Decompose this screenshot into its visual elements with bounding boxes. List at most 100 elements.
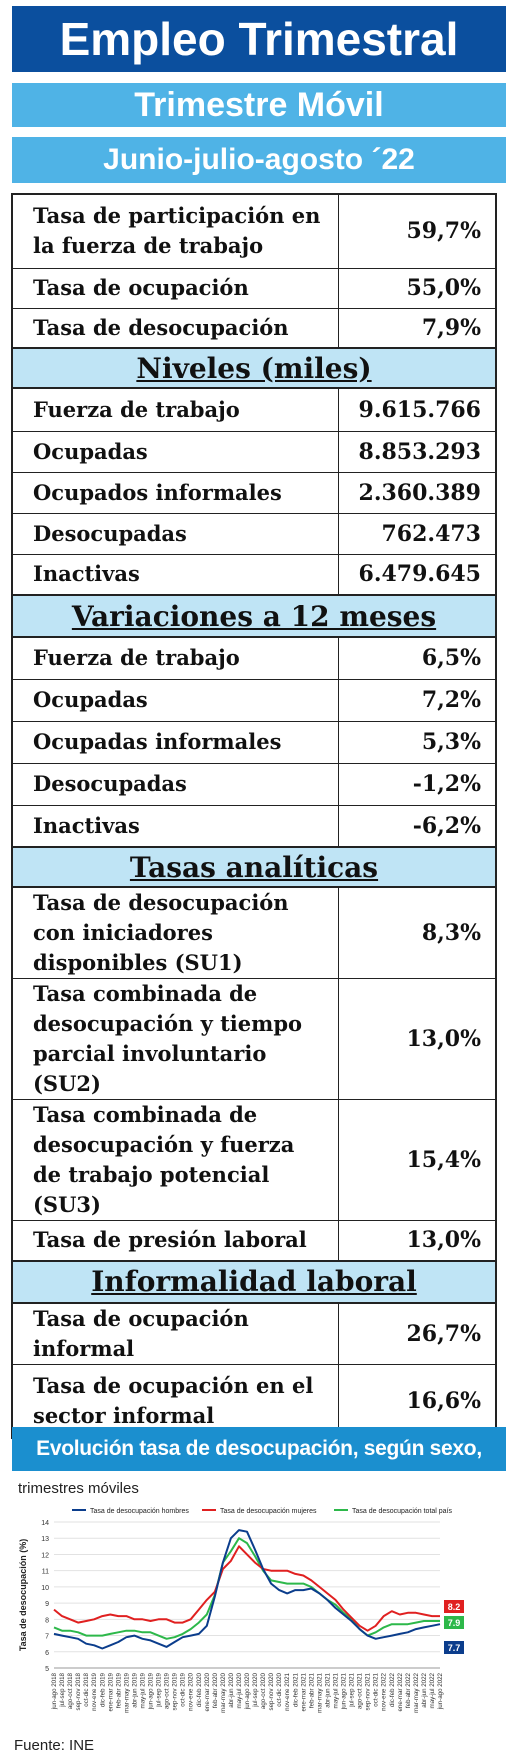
row-label: Fuerza de trabajo (11, 387, 339, 432)
table-row: Fuerza de trabajo 9.615.766 (11, 387, 497, 432)
y-tick-label: 5 (45, 1666, 49, 1673)
x-tick-label: abr-jun 2020 (228, 1672, 235, 1707)
x-tick-label: jun-ago 2021 (341, 1672, 348, 1710)
row-label: Tasa combinada de desocupación y fuerza … (11, 1099, 339, 1221)
x-tick-label: ago-oct 2019 (164, 1672, 171, 1709)
end-value-label: 7.7 (448, 1643, 461, 1653)
x-tick-label: dic-feb 2020 (196, 1672, 203, 1707)
end-value-badge (444, 1616, 464, 1629)
source-note: Fuente: INE (14, 1737, 95, 1754)
table-row: Tasa de desocupación 7,9% (11, 307, 497, 349)
x-tick-label: dic-feb 2021 (292, 1672, 299, 1707)
row-value: 15,4% (337, 1099, 497, 1221)
section-title: Tasas analíticas (11, 846, 497, 888)
y-tick-label: 6 (45, 1650, 49, 1657)
row-label: Tasa de ocupación informal (11, 1302, 339, 1365)
table-row: Desocupadas 762.473 (11, 512, 497, 555)
x-tick-label: nov-ene 2020 (188, 1672, 195, 1710)
section-heading-informalidad: Informalidad laboral (11, 1259, 497, 1304)
row-value: 6,5% (337, 636, 497, 680)
section-heading-variaciones: Variaciones a 12 meses (11, 594, 497, 638)
section-title: Niveles (miles) (11, 347, 497, 389)
row-value: 8.853.293 (337, 430, 497, 473)
row-value: 5,3% (337, 720, 497, 764)
x-tick-label: may-jul 2022 (429, 1672, 436, 1708)
y-tick-label: 10 (41, 1585, 49, 1592)
series-line (53, 1529, 441, 1650)
page-title: Empleo Trimestral (12, 6, 506, 72)
chart-subtitle: trimestres móviles (18, 1480, 139, 1497)
row-label: Ocupadas (11, 678, 339, 722)
x-tick-label: ago-oct 2021 (357, 1672, 364, 1709)
table-row: Tasa de presión laboral 13,0% (11, 1220, 497, 1261)
end-value-label: 7.9 (448, 1618, 461, 1628)
row-value: 762.473 (337, 512, 497, 555)
x-tick-label: mar-may 2020 (220, 1672, 227, 1712)
table-row: Tasa de ocupación 55,0% (11, 267, 497, 309)
row-label: Ocupadas (11, 430, 339, 473)
row-value: 9.615.766 (337, 387, 497, 432)
row-value: 59,7% (337, 193, 497, 269)
x-tick-label: ene-mar 2022 (397, 1672, 404, 1711)
row-label: Tasa de participación en la fuerza de tr… (11, 193, 339, 269)
row-label: Tasa de presión laboral (11, 1220, 339, 1261)
x-tick-label: jun-ago 2020 (244, 1672, 251, 1710)
row-label: Fuerza de trabajo (11, 636, 339, 680)
x-tick-label: dic-feb 2022 (389, 1672, 396, 1707)
row-label: Tasa combinada de desocupación y tiempo … (11, 978, 339, 1100)
x-tick-label: mar-may 2019 (123, 1672, 130, 1712)
legend-label: Tasa de desocupación total país (352, 1508, 453, 1515)
table-row: Fuerza de trabajo 6,5% (11, 636, 497, 680)
row-label: Desocupadas (11, 762, 339, 806)
section-heading-tasas-analiticas: Tasas analíticas (11, 846, 497, 888)
section-title: Informalidad laboral (11, 1259, 497, 1304)
x-tick-label: oct-dic 2021 (373, 1672, 380, 1706)
end-value-label: 8.2 (448, 1602, 461, 1612)
x-tick-label: oct-dic 2020 (276, 1672, 283, 1706)
indicators-table: Tasa de participación en la fuerza de tr… (11, 193, 497, 1439)
x-tick-label: nov-ene 2022 (381, 1672, 388, 1710)
x-tick-label: sep-nov 2021 (365, 1672, 372, 1710)
table-row: Ocupadas 7,2% (11, 678, 497, 722)
x-tick-label: feb-abr 2022 (405, 1672, 412, 1708)
y-tick-label: 9 (45, 1601, 49, 1608)
row-value: 8,3% (337, 886, 497, 979)
x-tick-label: abr-jun 2022 (421, 1672, 428, 1707)
x-tick-label: jul-sep 2020 (252, 1672, 259, 1707)
x-tick-label: mar-may 2021 (316, 1672, 323, 1712)
row-value: 13,0% (337, 978, 497, 1100)
row-value: 13,0% (337, 1220, 497, 1261)
table-row: Desocupadas -1,2% (11, 762, 497, 806)
x-tick-label: nov-ene 2019 (91, 1672, 98, 1710)
section-heading-niveles: Niveles (miles) (11, 347, 497, 389)
x-tick-label: mar-may 2022 (413, 1672, 420, 1712)
legend-label: Tasa de desocupación hombres (90, 1508, 189, 1515)
row-label: Inactivas (11, 553, 339, 596)
legend-label: Tasa de desocupación mujeres (220, 1508, 317, 1515)
row-label: Tasa de desocupación con iniciadores dis… (11, 886, 339, 979)
x-tick-label: feb-abr 2020 (212, 1672, 219, 1708)
table-row: Ocupadas 8.853.293 (11, 430, 497, 473)
x-tick-label: oct-dic 2019 (180, 1672, 187, 1706)
row-value: 7,9% (337, 307, 497, 349)
x-tick-label: nov-ene 2021 (284, 1672, 291, 1710)
y-tick-label: 13 (41, 1536, 49, 1543)
x-tick-label: ago-oct 2018 (67, 1672, 74, 1709)
x-tick-label: ene-mar 2019 (107, 1672, 114, 1711)
chart-title: Evolución tasa de desocupación, según se… (12, 1427, 506, 1504)
row-label: Inactivas (11, 804, 339, 848)
x-tick-label: jun-ago 2022 (437, 1672, 444, 1710)
y-tick-label: 11 (42, 1569, 49, 1576)
period-band: Junio-julio-agosto ´22 (12, 137, 506, 183)
x-tick-label: feb-abr 2021 (308, 1672, 315, 1708)
y-tick-label: 7 (45, 1634, 49, 1641)
x-tick-label: jun-ago 2019 (148, 1672, 155, 1710)
x-tick-label: sep-nov 2019 (172, 1672, 179, 1710)
x-tick-label: jul-sep 2018 (59, 1672, 66, 1707)
x-tick-label: dic-feb 2019 (99, 1672, 106, 1707)
x-tick-label: feb-abr 2019 (115, 1672, 122, 1708)
row-value: 26,7% (337, 1302, 497, 1365)
x-tick-label: abr-jun 2019 (131, 1672, 138, 1707)
table-row: Ocupados informales 2.360.389 (11, 471, 497, 514)
x-tick-label: may-jul 2019 (139, 1672, 146, 1708)
